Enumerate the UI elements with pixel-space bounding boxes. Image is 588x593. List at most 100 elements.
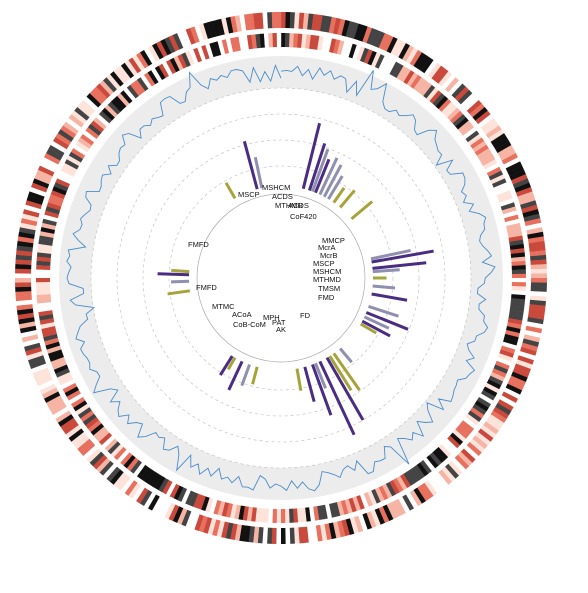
stripe	[211, 519, 221, 537]
stripe	[493, 137, 510, 150]
stripe	[101, 435, 115, 449]
stripe	[378, 485, 389, 501]
bar	[368, 305, 399, 318]
stripe	[507, 165, 525, 177]
bar	[371, 292, 408, 302]
gene-label: FMFD	[188, 240, 209, 249]
bar	[372, 261, 427, 270]
stripe	[427, 477, 442, 494]
stripe	[507, 379, 525, 391]
stripe	[28, 191, 45, 201]
stripe	[332, 502, 341, 517]
stripe	[526, 227, 543, 235]
stripe	[402, 45, 415, 62]
stripe	[340, 500, 349, 515]
stripe	[454, 454, 470, 470]
stripe	[477, 428, 494, 442]
stripe	[352, 496, 361, 512]
stripe	[438, 98, 452, 112]
stripe	[499, 149, 516, 161]
stripe	[420, 82, 433, 97]
stripe	[402, 494, 414, 511]
stripe	[527, 317, 544, 325]
stripe	[472, 140, 487, 153]
stripe	[329, 38, 337, 53]
bar	[371, 249, 434, 264]
stripe	[221, 39, 230, 54]
stripe	[110, 444, 124, 458]
stripe	[46, 395, 63, 407]
gene-label: MTMC	[212, 302, 235, 311]
stripe	[154, 65, 166, 80]
stripe	[529, 245, 546, 253]
stripe	[181, 52, 191, 67]
stripe	[359, 493, 369, 509]
stripe	[62, 382, 78, 394]
stripe	[135, 487, 149, 504]
stripe	[349, 22, 359, 39]
stripe	[74, 106, 90, 121]
stripe	[92, 86, 108, 102]
stripe	[472, 403, 487, 416]
stripe	[530, 291, 547, 297]
stripe	[143, 469, 156, 484]
stripe	[41, 157, 59, 169]
stripe	[255, 33, 262, 49]
bar	[311, 148, 330, 193]
stripe	[24, 204, 41, 214]
stripe	[197, 494, 206, 510]
stripe	[530, 268, 547, 274]
stripe	[49, 194, 65, 203]
stripe	[452, 114, 467, 127]
stripe	[96, 83, 111, 99]
stripe	[154, 475, 166, 491]
stripe	[488, 414, 505, 427]
stripe	[205, 497, 214, 513]
stripe	[68, 428, 84, 442]
stripe	[45, 341, 61, 350]
stripe	[151, 496, 164, 513]
stripe	[448, 460, 463, 476]
stripe	[16, 249, 33, 257]
stripe	[173, 55, 184, 71]
stripe	[15, 268, 32, 274]
stripe	[358, 25, 368, 42]
stripe	[506, 322, 522, 330]
stripe	[505, 383, 523, 395]
stripe	[452, 429, 466, 443]
stripe	[185, 27, 196, 45]
stripe	[420, 57, 434, 74]
stripe	[19, 325, 37, 334]
stripe	[511, 294, 526, 300]
stripe	[394, 498, 406, 516]
stripe	[424, 480, 438, 497]
stripe	[457, 120, 472, 133]
stripe	[106, 466, 121, 482]
stripe	[341, 519, 350, 537]
stripe	[311, 525, 319, 543]
stripe	[466, 100, 482, 115]
stripe	[75, 140, 90, 153]
stripe	[409, 49, 423, 67]
stripe	[17, 236, 35, 244]
stripe	[225, 503, 233, 518]
bar	[350, 200, 374, 221]
stripe	[110, 71, 124, 87]
stripe	[403, 471, 415, 486]
stripe	[517, 191, 535, 201]
stripe	[438, 469, 452, 485]
stripe	[426, 454, 439, 469]
stripe	[37, 305, 53, 313]
stripe	[32, 367, 50, 378]
stripe	[349, 517, 359, 534]
stripe	[207, 518, 217, 535]
stripe	[478, 393, 494, 405]
stripe	[107, 101, 121, 115]
stripe	[281, 33, 286, 48]
gene-label: AK	[276, 325, 286, 334]
stripe	[495, 186, 510, 196]
stripe	[21, 334, 39, 343]
stripe	[482, 386, 498, 397]
gene-label: McrB	[320, 251, 338, 260]
stripe	[109, 469, 124, 485]
